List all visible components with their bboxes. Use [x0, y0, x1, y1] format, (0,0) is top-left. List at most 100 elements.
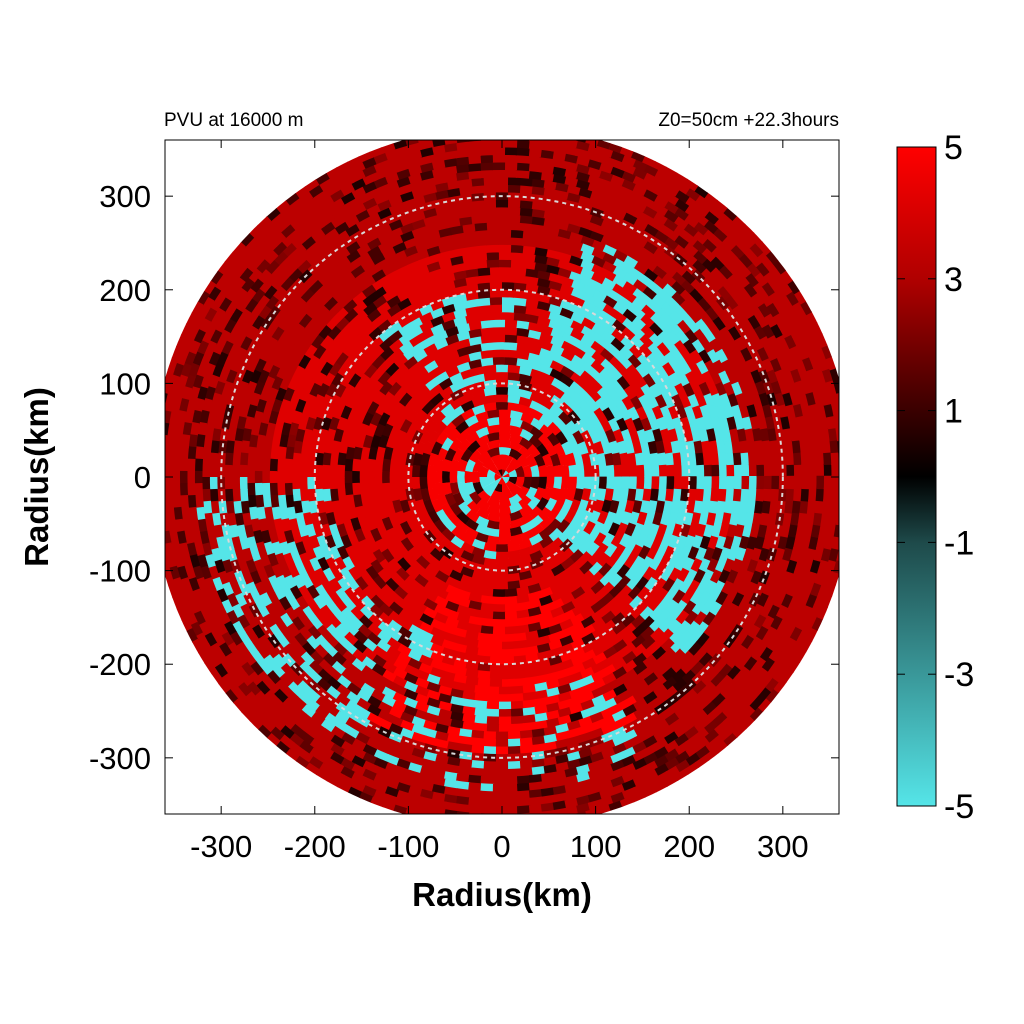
field-cell: [769, 280, 785, 297]
field-cell: [393, 354, 408, 369]
field-cell: [553, 441, 566, 456]
field-cell: [386, 303, 402, 318]
field-cell: [489, 671, 503, 680]
field-cell: [284, 458, 294, 472]
field-cell: [608, 366, 623, 381]
field-cell: [621, 464, 630, 477]
field-cell: [366, 538, 380, 554]
field-cell: [283, 364, 297, 381]
field-cell: [748, 463, 758, 477]
field-cell: [531, 758, 546, 769]
field-cell: [663, 236, 679, 251]
field-cell: [435, 754, 450, 765]
field-cell: [186, 398, 198, 413]
field-cell: [370, 559, 384, 575]
field-cell: [254, 249, 270, 265]
field-cell: [483, 557, 497, 568]
field-cell: [322, 452, 332, 466]
field-cell: [506, 206, 521, 216]
field-cell: [168, 410, 179, 425]
field-cell: [712, 227, 728, 242]
field-cell: [465, 518, 480, 532]
field-cell: [359, 334, 374, 350]
field-cell: [803, 615, 817, 631]
field-cell: [386, 312, 402, 326]
field-cell: [350, 177, 366, 192]
field-cell: [536, 442, 550, 457]
field-cell: [689, 589, 704, 605]
field-cell: [689, 348, 704, 364]
field-cell: [489, 641, 503, 650]
field-cell: [430, 152, 446, 163]
field-cell: [565, 419, 580, 435]
field-cell: [238, 631, 253, 647]
field-cell: [498, 716, 513, 725]
field-cell: [555, 738, 570, 750]
field-cell: [258, 278, 273, 295]
field-cell: [700, 267, 716, 283]
field-cell: [516, 342, 530, 353]
field-cell: [308, 557, 322, 573]
field-cell: [423, 359, 439, 374]
field-cell: [454, 148, 470, 159]
field-cell: [387, 202, 403, 216]
field-cell: [271, 717, 287, 733]
field-cell: [547, 421, 562, 436]
field-cell: [757, 415, 768, 430]
field-cell: [844, 390, 855, 405]
field-cell: [718, 275, 733, 291]
field-cell: [570, 287, 586, 300]
field-cell: [838, 402, 839, 418]
reference-circles: [220, 195, 784, 759]
field-cell: [468, 615, 483, 626]
field-cell: [434, 362, 449, 376]
field-cell: [767, 511, 778, 526]
field-cell: [679, 288, 695, 304]
field-cell: [539, 388, 555, 402]
field-cell: [580, 666, 596, 680]
field-cell: [619, 451, 630, 466]
field-cell: [475, 515, 490, 528]
field-cell: [251, 651, 267, 667]
field-cell: [514, 465, 526, 477]
field-cell: [498, 423, 512, 433]
field-cell: [688, 640, 703, 657]
field-cell: [273, 422, 284, 437]
field-cell: [245, 325, 259, 341]
field-cell: [195, 362, 208, 379]
field-cell: [282, 296, 298, 312]
field-cell: [775, 636, 789, 652]
field-cell: [503, 140, 518, 141]
field-cell: [302, 605, 317, 621]
field-cell: [498, 701, 513, 710]
x-tick-label: -100: [377, 829, 439, 864]
field-cell: [385, 762, 401, 775]
field-cell: [435, 730, 450, 742]
field-cell: [393, 658, 409, 672]
field-cell: [179, 470, 188, 485]
field-cell: [165, 518, 170, 534]
field-cell: [517, 805, 531, 814]
field-cell: [225, 570, 238, 586]
field-cell: [388, 610, 404, 625]
field-cell: [449, 569, 464, 583]
field-cell: [310, 711, 327, 727]
field-cell: [779, 657, 794, 673]
field-cell: [404, 373, 420, 389]
field-cell: [518, 177, 533, 187]
field-cell: [389, 548, 404, 563]
field-cell: [340, 280, 356, 296]
field-cell: [270, 375, 284, 391]
field-cell: [665, 488, 675, 502]
field-cell: [519, 767, 534, 777]
field-cell: [599, 521, 613, 537]
field-cell: [687, 297, 703, 313]
field-cell: [461, 253, 476, 264]
field-cell: [413, 530, 428, 546]
field-cell: [573, 452, 585, 466]
field-cell: [380, 254, 397, 268]
field-cell: [670, 280, 686, 295]
field-cell: [570, 612, 586, 626]
field-cell: [433, 420, 448, 436]
field-cell: [459, 751, 474, 761]
